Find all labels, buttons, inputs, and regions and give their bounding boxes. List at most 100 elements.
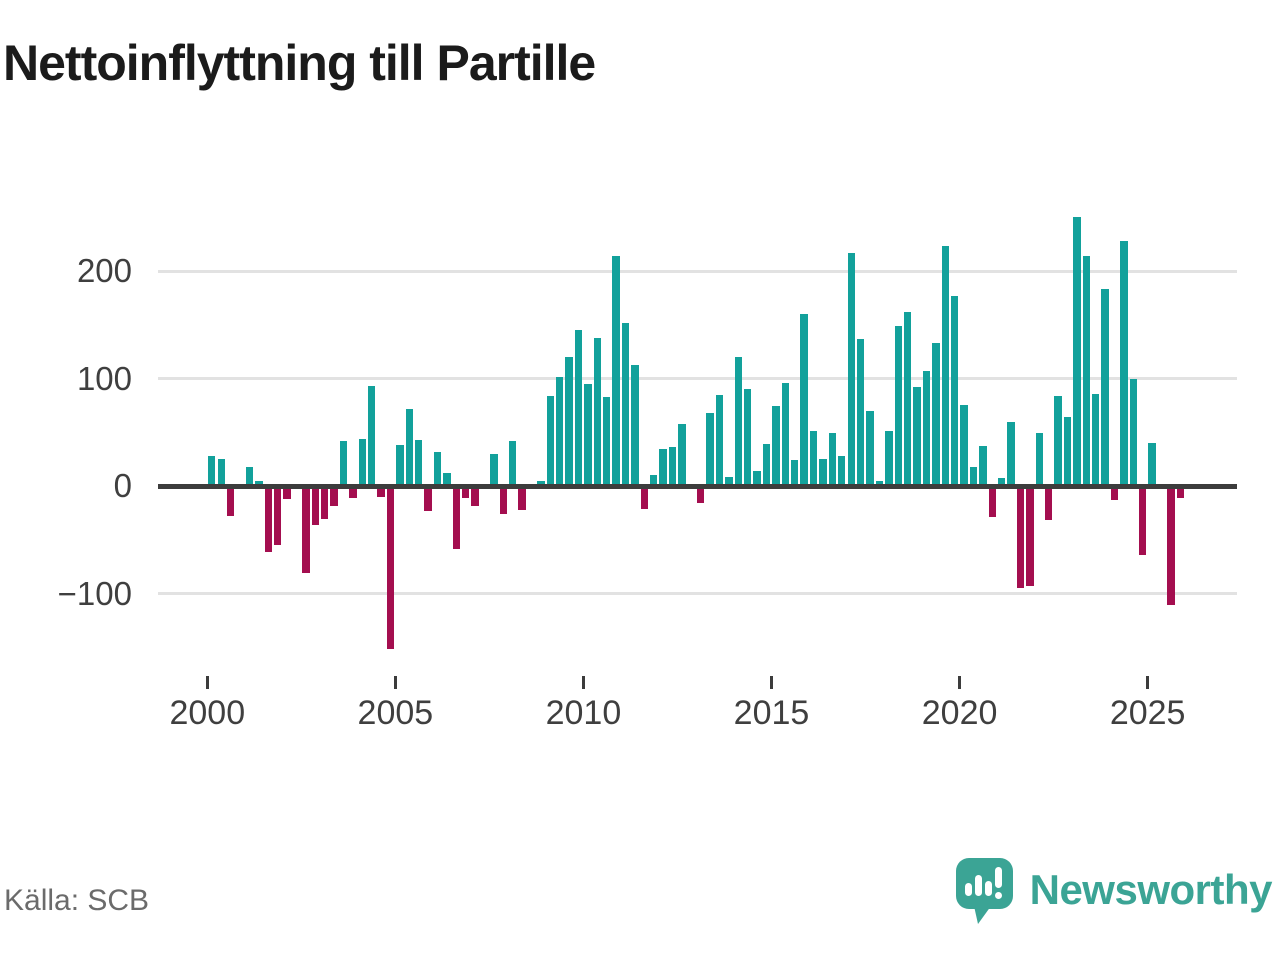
bar — [414, 439, 423, 486]
gridline — [158, 377, 1237, 380]
bar — [856, 338, 865, 486]
bar — [593, 337, 601, 486]
bar — [950, 295, 959, 486]
bar — [1110, 486, 1119, 500]
bar — [546, 395, 554, 486]
x-axis-tick-mark — [581, 676, 585, 689]
bar — [226, 486, 235, 517]
bar — [1176, 486, 1184, 498]
bar — [875, 480, 884, 486]
bar — [537, 480, 545, 486]
bar — [1148, 443, 1156, 486]
bar — [339, 440, 348, 486]
bar — [715, 394, 724, 486]
bar — [490, 453, 498, 486]
bar — [772, 406, 780, 486]
bar — [1063, 417, 1072, 486]
y-axis-tick-label: −100 — [57, 574, 132, 612]
bar — [405, 408, 413, 486]
bar — [706, 412, 714, 486]
bar — [245, 466, 254, 486]
bar — [659, 449, 667, 486]
bar — [979, 446, 987, 486]
bar — [762, 444, 771, 486]
bar — [1129, 378, 1137, 486]
bar — [1054, 395, 1062, 486]
bar — [922, 370, 931, 486]
bar — [358, 438, 366, 486]
bar — [264, 486, 272, 552]
x-axis-tick-label: 2005 — [357, 694, 434, 732]
bar — [734, 357, 743, 486]
bar — [217, 459, 225, 486]
x-axis-tick-label: 2000 — [169, 694, 246, 732]
bar — [1138, 486, 1147, 555]
bar — [1044, 486, 1053, 521]
bar — [584, 383, 592, 486]
bar — [311, 486, 319, 525]
bar — [725, 477, 733, 486]
bar — [866, 410, 874, 486]
page-title: Nettoinflyttning till Partille — [3, 35, 596, 91]
source-note: Källa: SCB — [4, 884, 150, 917]
bar — [913, 387, 921, 486]
bar — [903, 311, 912, 486]
bar — [273, 486, 282, 546]
bar — [753, 470, 761, 486]
bar — [819, 459, 827, 486]
bar — [781, 382, 790, 486]
bar — [640, 486, 649, 509]
bar — [1167, 486, 1175, 606]
bar — [320, 486, 329, 520]
bar — [471, 486, 479, 507]
bar — [452, 486, 460, 550]
gridline — [158, 592, 1237, 595]
bar — [377, 486, 385, 497]
bar — [424, 486, 432, 511]
y-axis-tick-label: 0 — [113, 467, 132, 504]
bar — [969, 466, 978, 486]
bar — [885, 431, 893, 486]
y-axis-tick-label: 100 — [76, 359, 132, 397]
bar — [1120, 240, 1128, 486]
bar — [1091, 393, 1100, 486]
zero-axis-line — [158, 483, 1237, 489]
bar — [499, 486, 507, 514]
bar — [960, 405, 968, 486]
bar — [330, 486, 338, 507]
bar — [932, 343, 940, 486]
bar — [612, 255, 620, 486]
bar — [1073, 217, 1081, 486]
newsworthy-logo-icon — [955, 858, 1013, 924]
bar — [1082, 255, 1090, 486]
bar — [302, 486, 310, 574]
x-axis-tick-mark — [1146, 676, 1150, 689]
bar — [697, 486, 705, 504]
bar — [668, 447, 677, 486]
x-axis-tick-mark — [393, 676, 397, 689]
bar — [847, 252, 855, 486]
x-axis-tick-label: 2025 — [1109, 694, 1186, 732]
bar — [603, 396, 611, 486]
x-axis-tick-label: 2010 — [545, 694, 622, 732]
bar — [396, 445, 404, 486]
newsworthy-logo-text: Newsworthy — [1029, 866, 1273, 913]
bar — [791, 460, 799, 486]
bar — [367, 386, 376, 486]
bar — [631, 364, 639, 486]
bar — [349, 486, 357, 498]
bar — [828, 433, 837, 486]
bar — [1016, 486, 1025, 589]
bar — [1007, 421, 1015, 486]
y-axis-tick-label: 200 — [76, 252, 132, 289]
bar — [1035, 433, 1043, 486]
bar — [650, 475, 658, 486]
bar — [838, 455, 846, 486]
bar — [433, 451, 442, 486]
bar — [621, 322, 630, 486]
bar — [1026, 486, 1034, 586]
x-axis-tick-mark — [205, 676, 209, 689]
bar — [809, 431, 818, 486]
x-axis-tick-mark — [958, 676, 962, 689]
